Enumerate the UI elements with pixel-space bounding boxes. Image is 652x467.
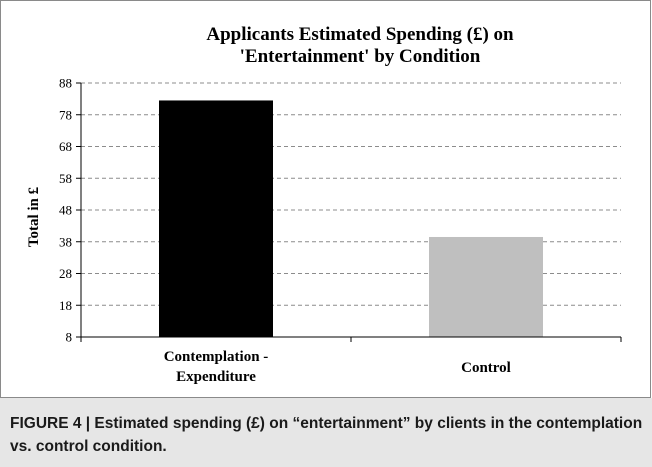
y-tick-label: 38 <box>59 234 72 249</box>
bar <box>429 236 543 337</box>
axes <box>76 82 622 342</box>
x-tick-label: Contemplation -Expenditure <box>164 349 269 385</box>
y-tick-label: 88 <box>59 76 72 91</box>
y-tick-label: 78 <box>59 107 72 122</box>
figure-caption: FIGURE 4 | Estimated spending (£) on “en… <box>10 415 643 455</box>
bar-chart: 8 18 28 38 48 58 68 78 88 Contemplation -Expendi… <box>26 76 622 385</box>
y-tick-label: 28 <box>59 266 72 281</box>
y-tick-labels: 8 18 28 38 48 58 68 78 88 <box>59 76 72 345</box>
bars <box>159 100 543 338</box>
bar <box>159 100 273 338</box>
y-tick-label: 8 <box>66 330 73 345</box>
x-tick-labels: Contemplation -Expenditure Control <box>164 349 511 385</box>
y-tick-label: 58 <box>59 171 72 186</box>
chart-title: Applicants Estimated Spending (£) on 'En… <box>206 24 514 67</box>
y-tick-label: 18 <box>59 298 72 313</box>
y-tick-label: 68 <box>59 139 72 154</box>
x-tick-label: Control <box>461 360 511 376</box>
y-tick-label: 48 <box>59 203 72 218</box>
caption-area: FIGURE 4 | Estimated spending (£) on “en… <box>0 398 652 467</box>
y-axis-label: Total in £ <box>26 186 42 247</box>
